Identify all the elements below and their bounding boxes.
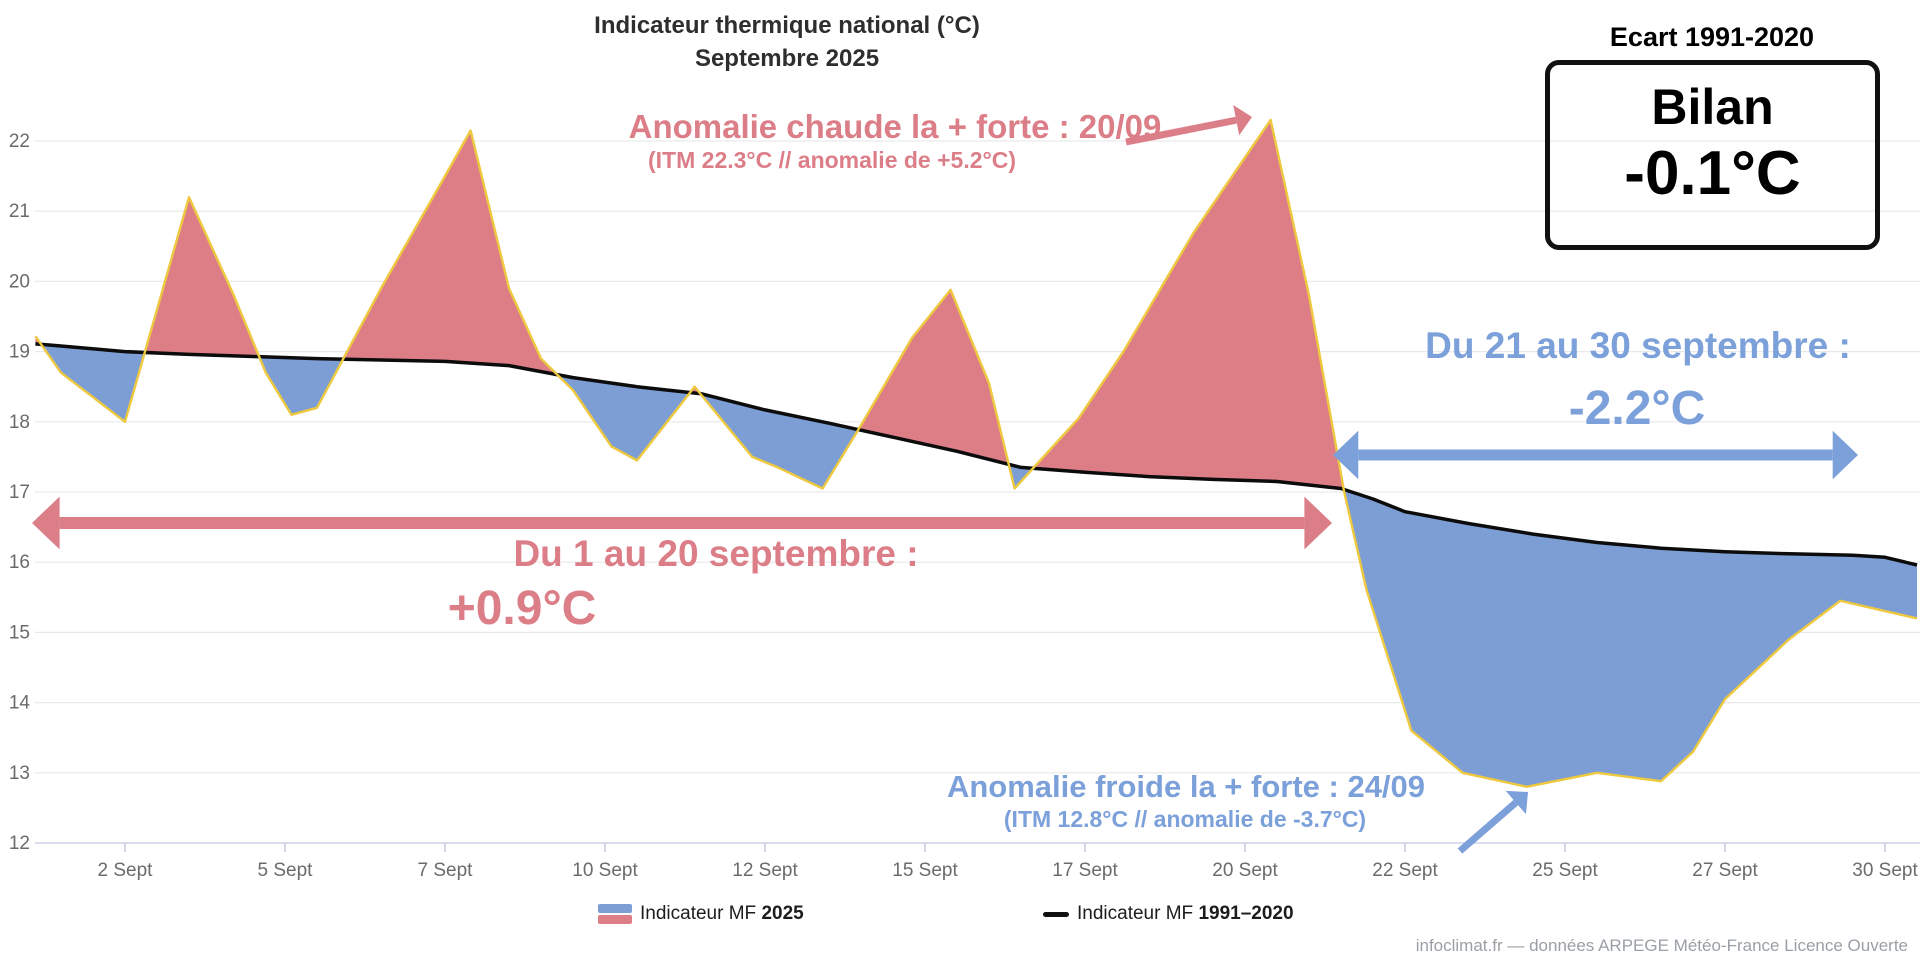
warm-anomaly-area xyxy=(144,197,259,357)
cold-period-annotation-label: Du 21 au 30 septembre : xyxy=(1425,325,1851,366)
attribution-text: infoclimat.fr — données ARPEGE Météo-Fra… xyxy=(1415,936,1908,955)
cold-anomaly-area xyxy=(700,393,858,489)
warm-period-arrow xyxy=(32,496,1332,550)
legend-swatch-pink-bar xyxy=(598,915,632,924)
bilan-box: Bilan -0.1°C xyxy=(1545,60,1880,250)
x-tick-label: 2 Sept xyxy=(98,860,154,881)
warm-peak-annotation-line1: Anomalie chaude la + forte : 20/09 xyxy=(628,108,1162,145)
legend-item-2025: Indicateur MF 2025 xyxy=(598,903,804,925)
cold-anomaly-area xyxy=(1344,489,1917,787)
x-tick-label: 30 Sept xyxy=(1852,860,1918,881)
ecart-label: Ecart 1991-2020 xyxy=(1609,22,1815,52)
x-tick-label: 17 Sept xyxy=(1052,860,1118,881)
bilan-value: -0.1°C xyxy=(1624,139,1801,208)
x-tick-label: 20 Sept xyxy=(1212,860,1278,881)
y-tick-label: 15 xyxy=(9,622,30,643)
cold-period-annotation-value: -2.2°C xyxy=(1568,382,1706,435)
y-tick-label: 21 xyxy=(9,201,30,222)
x-tick-label: 27 Sept xyxy=(1692,860,1758,881)
cold-peak-annotation-line2: (ITM 12.8°C // anomalie de -3.7°C) xyxy=(1003,806,1367,832)
chart-title: Indicateur thermique national (°C) Septe… xyxy=(594,9,980,75)
y-tick-label: 22 xyxy=(9,131,30,152)
warm-period-annotation-value: +0.9°C xyxy=(447,582,597,635)
y-tick-label: 14 xyxy=(9,693,31,714)
x-tick-label: 5 Sept xyxy=(258,860,314,881)
legend-label-2025: Indicateur MF 2025 xyxy=(640,903,804,924)
warm-anomaly-area xyxy=(857,289,1009,466)
warm-period-annotation-label: Du 1 au 20 septembre : xyxy=(513,533,919,574)
warm-peak-annotation-line2: (ITM 22.3°C // anomalie de +5.2°C) xyxy=(648,147,1016,173)
warm-anomaly-area xyxy=(343,130,557,375)
x-tick-label: 15 Sept xyxy=(892,860,958,881)
x-tick-label: 12 Sept xyxy=(732,860,798,881)
legend-swatch-normal-line xyxy=(1043,911,1069,917)
warm-anomaly-area xyxy=(1033,119,1345,493)
cold-anomaly-area xyxy=(258,356,344,415)
y-tick-label: 17 xyxy=(9,482,30,503)
cold-period-arrow xyxy=(1333,430,1858,480)
legend-swatch-blue-bar xyxy=(598,904,632,913)
y-tick-label: 13 xyxy=(9,763,30,784)
normal-1991-2020-line xyxy=(35,342,1918,567)
warm-peak-arrow xyxy=(1125,105,1252,146)
bilan-title: Bilan xyxy=(1651,79,1774,135)
itm-2025-line xyxy=(34,118,1918,788)
x-tick-label: 10 Sept xyxy=(572,860,638,881)
chart-title-line2: Septembre 2025 xyxy=(694,45,880,72)
cold-anomaly-area xyxy=(557,374,691,461)
x-tick-label: 25 Sept xyxy=(1532,860,1598,881)
legend-swatch-2025 xyxy=(598,904,632,924)
x-tick-label: 7 Sept xyxy=(418,860,474,881)
x-tick-label: 22 Sept xyxy=(1372,860,1438,881)
cold-anomaly-area xyxy=(41,344,145,422)
legend-item-normal: Indicateur MF 1991–2020 xyxy=(1043,903,1294,925)
cold-peak-arrow xyxy=(1457,790,1528,854)
y-tick-label: 20 xyxy=(9,271,30,292)
legend-label-normal: Indicateur MF 1991–2020 xyxy=(1077,903,1294,924)
y-tick-label: 19 xyxy=(9,342,30,363)
cold-peak-annotation-line1: Anomalie froide la + forte : 24/09 xyxy=(946,769,1426,804)
cold-anomaly-area xyxy=(1008,464,1034,489)
y-tick-label: 12 xyxy=(9,833,30,854)
chart-title-line1: Indicateur thermique national (°C) xyxy=(594,12,980,39)
y-tick-label: 18 xyxy=(9,412,30,433)
y-tick-label: 16 xyxy=(9,552,30,573)
